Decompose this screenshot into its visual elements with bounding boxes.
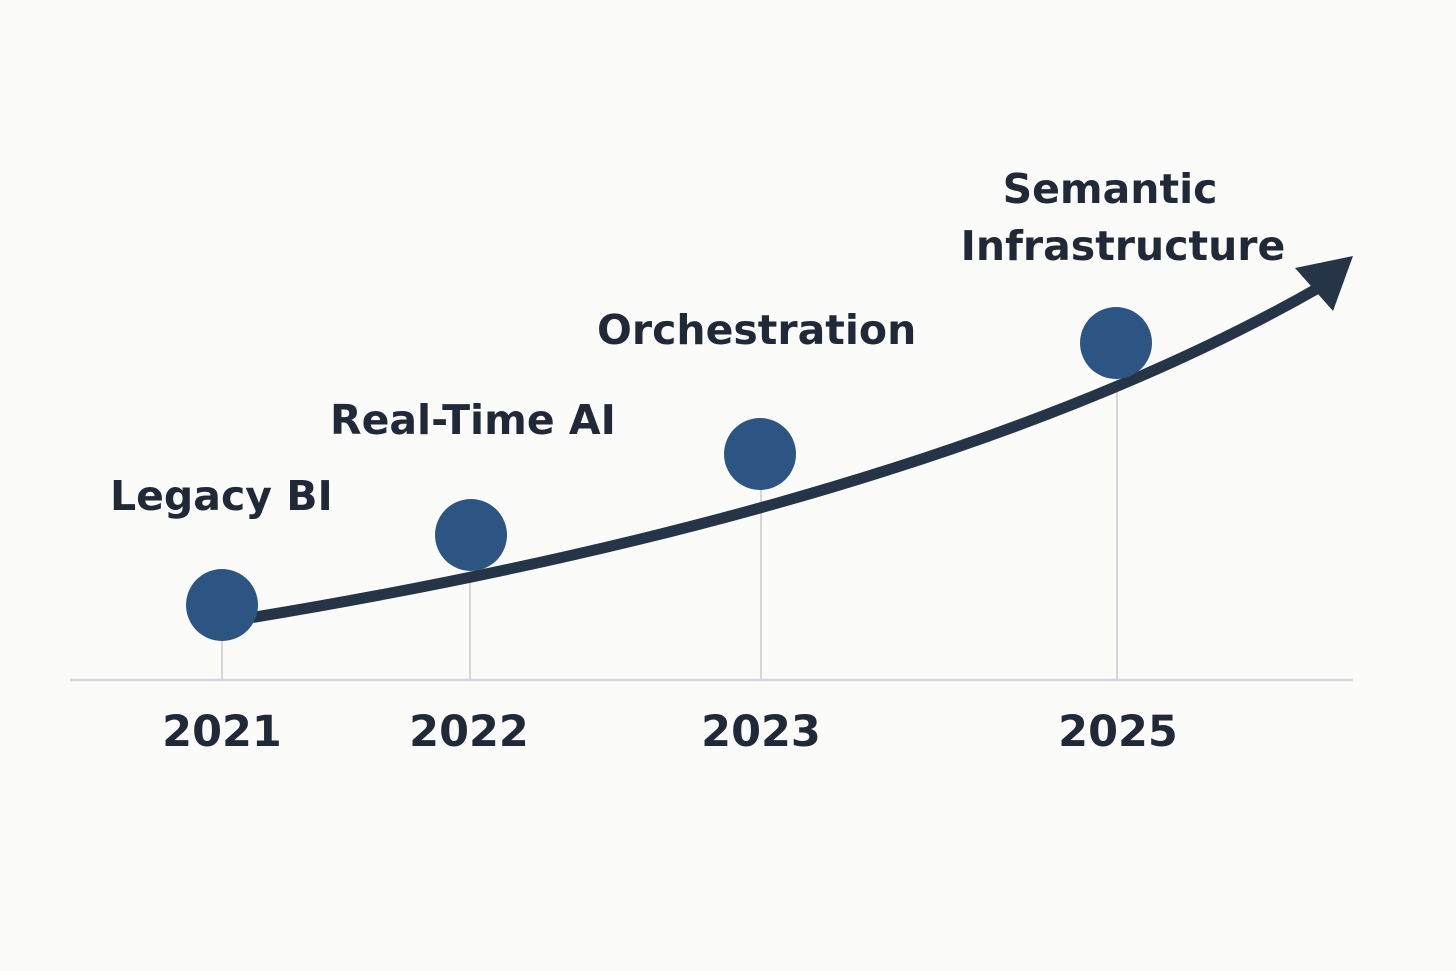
milestone-node — [186, 569, 258, 641]
year-label: 2023 — [701, 707, 821, 757]
milestone-label: Semantic — [1003, 165, 1218, 213]
milestone-node — [724, 418, 796, 490]
growth-curve — [219, 281, 1326, 628]
milestone-label: Orchestration — [597, 306, 916, 354]
arrow-head-icon — [1295, 256, 1353, 311]
year-label: 2025 — [1058, 707, 1178, 757]
milestone-node — [435, 499, 507, 571]
milestone-node — [1080, 307, 1152, 379]
milestone-label: Real-Time AI — [330, 396, 616, 444]
year-label: 2022 — [409, 707, 529, 757]
milestone-label: Infrastructure — [961, 222, 1286, 270]
milestone-label: Legacy BI — [110, 472, 333, 520]
year-label: 2021 — [162, 707, 282, 757]
